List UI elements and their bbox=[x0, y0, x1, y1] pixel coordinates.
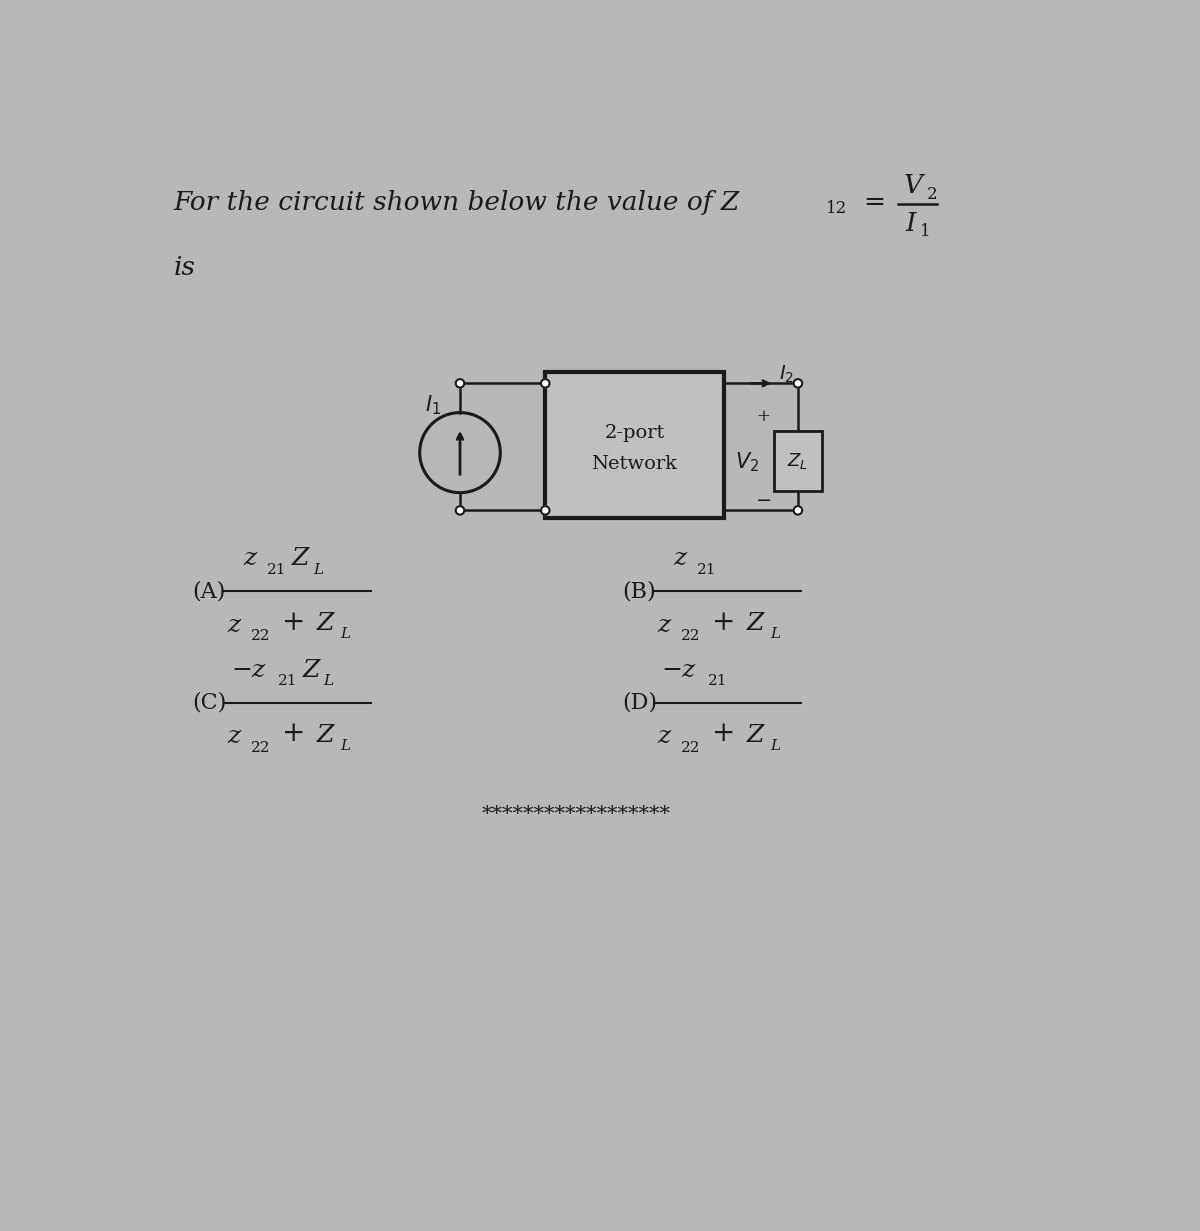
Text: $V_2$: $V_2$ bbox=[736, 451, 760, 474]
Text: L: L bbox=[340, 628, 350, 641]
Text: z: z bbox=[658, 613, 671, 636]
Text: 12: 12 bbox=[826, 201, 847, 217]
Text: +: + bbox=[712, 608, 736, 635]
Text: −z: −z bbox=[661, 659, 696, 682]
Text: $Z_L$: $Z_L$ bbox=[787, 451, 809, 471]
Text: V: V bbox=[904, 172, 923, 198]
Circle shape bbox=[541, 379, 550, 388]
Text: Z: Z bbox=[317, 724, 334, 747]
Text: z: z bbox=[673, 548, 686, 570]
Text: 22: 22 bbox=[251, 629, 270, 643]
Text: ******************: ****************** bbox=[481, 805, 671, 824]
Text: +: + bbox=[282, 720, 305, 747]
Text: L: L bbox=[340, 739, 350, 753]
Text: I: I bbox=[906, 211, 916, 235]
Text: For the circuit shown below the value of Z: For the circuit shown below the value of… bbox=[173, 190, 739, 215]
Bar bbox=[545, 372, 724, 518]
Text: Network: Network bbox=[592, 455, 677, 473]
Text: −: − bbox=[756, 492, 773, 510]
Text: 21: 21 bbox=[268, 563, 287, 576]
Text: (A): (A) bbox=[193, 580, 226, 602]
Text: 21: 21 bbox=[697, 563, 716, 576]
Text: $I_1$: $I_1$ bbox=[425, 393, 442, 417]
Text: (B): (B) bbox=[623, 580, 656, 602]
Text: Z: Z bbox=[317, 612, 334, 635]
Text: +: + bbox=[282, 608, 305, 635]
Bar bbox=[774, 431, 822, 491]
Text: is: is bbox=[173, 255, 196, 281]
Text: 21: 21 bbox=[278, 675, 298, 688]
Text: z: z bbox=[242, 548, 256, 570]
Text: Z: Z bbox=[746, 612, 764, 635]
Text: 22: 22 bbox=[251, 741, 270, 755]
Text: =: = bbox=[863, 190, 886, 215]
Circle shape bbox=[456, 506, 464, 515]
Circle shape bbox=[456, 379, 464, 388]
Circle shape bbox=[541, 506, 550, 515]
Text: 21: 21 bbox=[708, 675, 727, 688]
Text: 2-port: 2-port bbox=[604, 425, 665, 442]
Text: (D): (D) bbox=[623, 692, 658, 714]
Text: L: L bbox=[770, 739, 780, 753]
Text: 22: 22 bbox=[680, 629, 701, 643]
Text: L: L bbox=[324, 675, 334, 688]
Text: Z: Z bbox=[292, 548, 310, 570]
Text: z: z bbox=[658, 725, 671, 748]
Text: 1: 1 bbox=[919, 223, 930, 240]
Text: L: L bbox=[770, 628, 780, 641]
Text: z: z bbox=[228, 725, 241, 748]
Circle shape bbox=[793, 506, 802, 515]
Circle shape bbox=[793, 379, 802, 388]
Text: +: + bbox=[756, 407, 770, 425]
Text: −z: −z bbox=[232, 659, 265, 682]
Text: Z: Z bbox=[302, 659, 320, 682]
Text: (C): (C) bbox=[193, 692, 227, 714]
Text: 22: 22 bbox=[680, 741, 701, 755]
Text: $I_2$: $I_2$ bbox=[779, 363, 794, 385]
Text: 2: 2 bbox=[926, 186, 937, 203]
Text: +: + bbox=[712, 720, 736, 747]
Text: Z: Z bbox=[746, 724, 764, 747]
Text: z: z bbox=[228, 613, 241, 636]
Text: L: L bbox=[313, 563, 323, 576]
